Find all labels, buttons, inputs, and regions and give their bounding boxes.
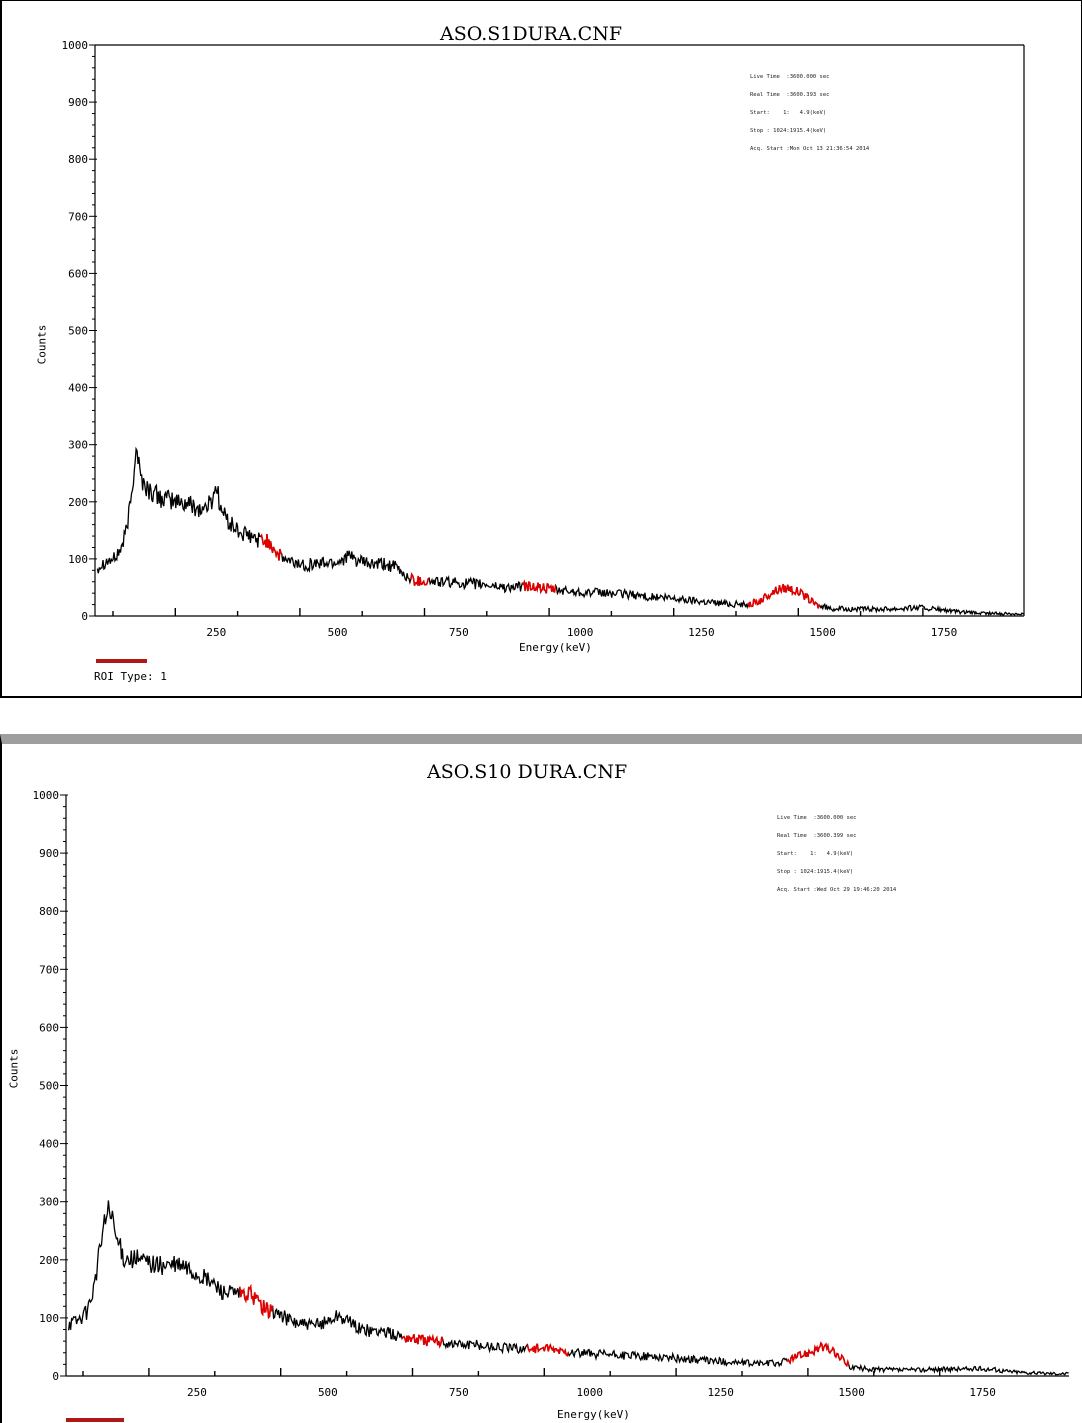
x-tick-label: 250 xyxy=(206,626,226,639)
info-line: Live Time :3600.000 sec xyxy=(777,815,857,821)
y-tick-label: 0 xyxy=(81,610,88,623)
x-tick-label: 1750 xyxy=(931,626,958,639)
y-tick-label: 300 xyxy=(39,1196,59,1209)
y-tick-label: 100 xyxy=(68,553,88,566)
x-tick-label: 500 xyxy=(318,1386,338,1399)
x-axis-label: Energy(keV) xyxy=(519,641,592,654)
info-line: Start: 1: 4.9(keV) xyxy=(777,851,854,857)
x-tick-label: 1250 xyxy=(707,1386,734,1399)
roi-legend-swatch xyxy=(66,1418,124,1422)
x-tick-label: 1250 xyxy=(688,626,715,639)
x-tick-label: 1000 xyxy=(567,626,594,639)
y-tick-label: 200 xyxy=(68,496,88,509)
y-tick-label: 400 xyxy=(68,382,88,395)
x-tick-label: 750 xyxy=(449,1386,469,1399)
chart-2: 0 100 200 300 400 500 600 700 800 900 1000 250 500 75… xyxy=(33,789,1069,1399)
roi-region xyxy=(786,1341,850,1368)
roi-region xyxy=(259,533,283,561)
acquisition-info: Live Time :3600.000 sec Real Time :3600.… xyxy=(750,62,869,164)
x-tick-label: 750 xyxy=(449,626,469,639)
y-tick-label: 800 xyxy=(39,905,59,918)
y-tick-label: 900 xyxy=(68,96,88,109)
roi-region xyxy=(521,579,557,595)
roi-legend-swatch xyxy=(96,659,147,663)
info-line: Acq. Start :Wed Oct 29 19:46:20 2014 xyxy=(777,887,897,893)
info-line: Acq. Start :Mon Oct 13 21:36:54 2014 xyxy=(750,146,870,152)
info-line: Real Time :3600.399 sec xyxy=(777,833,857,839)
roi-region xyxy=(747,583,821,609)
x-tick-label: 1500 xyxy=(838,1386,865,1399)
roi-region xyxy=(410,572,430,587)
chart-title: ASO.S1DURA.CNF xyxy=(440,23,623,45)
x-tick-label: 1500 xyxy=(809,626,836,639)
y-tick-label: 200 xyxy=(39,1254,59,1267)
y-tick-label: 300 xyxy=(68,439,88,452)
roi-legend-label: ROI Type: 1 xyxy=(94,670,167,683)
info-line: Stop : 1024:1915.4(keV) xyxy=(750,128,827,134)
y-tick-label: 500 xyxy=(68,325,88,338)
roi-region xyxy=(526,1342,569,1357)
chart-title: ASO.S10 DURA.CNF xyxy=(427,761,628,783)
y-tick-label: 700 xyxy=(68,210,88,223)
x-tick-label: 250 xyxy=(187,1386,207,1399)
spectrum-line xyxy=(96,446,1025,617)
x-axis-label: Energy(keV) xyxy=(557,1408,630,1421)
x-tick-label: 500 xyxy=(328,626,348,639)
y-tick-label: 100 xyxy=(39,1312,59,1325)
y-tick-label: 1000 xyxy=(33,789,60,802)
y-tick-label: 600 xyxy=(68,267,88,280)
roi-region xyxy=(239,1283,274,1320)
y-tick-label: 0 xyxy=(52,1370,59,1383)
y-tick-label: 1000 xyxy=(62,39,89,52)
y-tick-label: 600 xyxy=(39,1021,59,1034)
y-tick-label: 500 xyxy=(39,1080,59,1093)
y-tick-label: 900 xyxy=(39,847,59,860)
chart-1: 0 100 200 300 400 500 600 700 800 900 1000 250 500 75… xyxy=(62,39,1025,639)
info-line: Start: 1: 4.9(keV) xyxy=(750,110,827,116)
spectrum-panel-top: ASO.S1DURA.CNF Live Time :3600.000 sec R… xyxy=(0,0,1082,698)
spectrum-panel-bottom: ASO.S10 DURA.CNF Live Time :3600.000 sec… xyxy=(0,734,1082,1423)
spectrum-line xyxy=(67,1200,1069,1376)
info-line: Live Time :3600.000 sec xyxy=(750,74,830,80)
x-tick-label: 1000 xyxy=(577,1386,604,1399)
y-tick-label: 700 xyxy=(39,963,59,976)
y-tick-label: 400 xyxy=(39,1138,59,1151)
roi-region xyxy=(401,1333,444,1349)
info-line: Real Time :3600.393 sec xyxy=(750,92,830,98)
acquisition-info: Live Time :3600.000 sec Real Time :3600.… xyxy=(777,803,896,905)
info-line: Stop : 1024:1915.4(keV) xyxy=(777,869,854,875)
x-tick-label: 1750 xyxy=(969,1386,996,1399)
y-tick-label: 800 xyxy=(68,153,88,166)
